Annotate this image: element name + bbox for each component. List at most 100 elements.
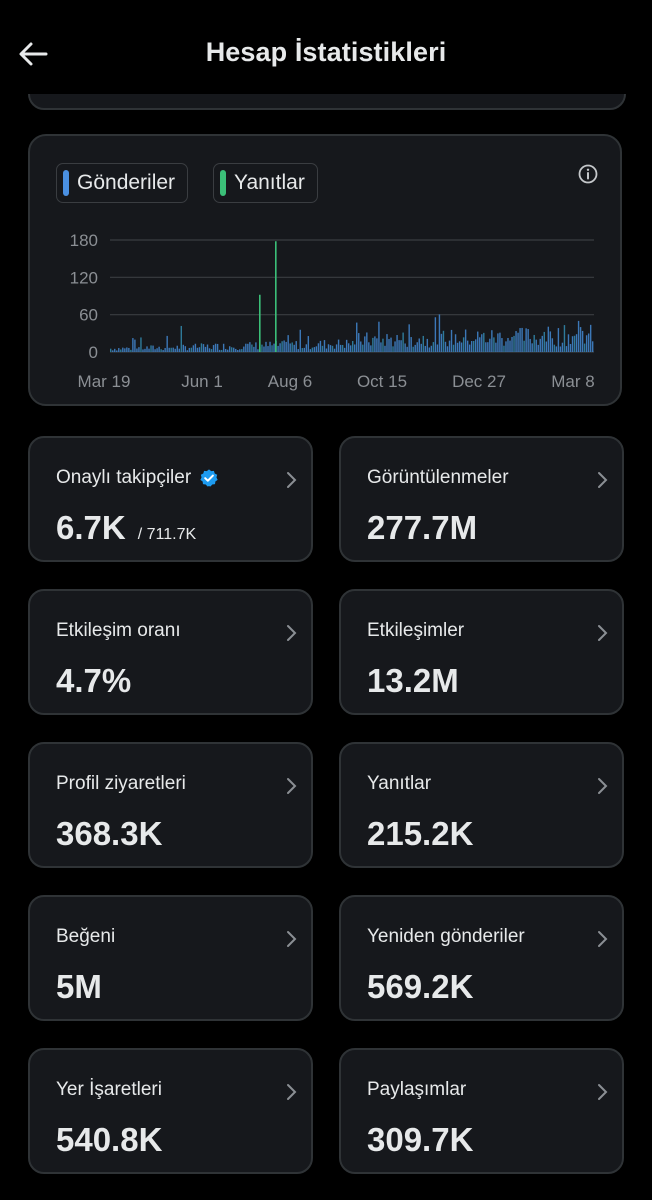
page-title: Hesap İstatistikleri	[205, 37, 447, 67]
posts-bar	[158, 346, 160, 352]
metric-value: 13.2M	[367, 662, 459, 699]
posts-bar	[277, 345, 279, 352]
posts-bar	[545, 341, 548, 352]
metric-card-likes[interactable]: Beğeni 5M	[28, 895, 313, 1021]
info-icon[interactable]	[576, 162, 600, 186]
posts-bar	[210, 349, 213, 352]
posts-bar	[134, 339, 136, 352]
metric-value: 277.7M	[367, 509, 478, 546]
posts-bar	[283, 340, 285, 352]
posts-bar	[152, 345, 154, 352]
posts-bar	[477, 331, 479, 352]
legend-replies[interactable]: Yanıtlar	[213, 163, 318, 203]
posts-bar	[114, 348, 116, 352]
posts-bar	[293, 344, 295, 352]
posts-bar	[495, 342, 497, 352]
metric-card-verified-followers[interactable]: Onaylı takipçiler 6.7K / 711.7K	[28, 436, 313, 562]
y-tick-label: 0	[89, 343, 98, 362]
posts-bar	[136, 348, 138, 352]
posts-bar	[352, 341, 354, 352]
posts-bar	[372, 337, 374, 352]
posts-bar	[132, 338, 134, 352]
posts-bar	[454, 334, 457, 352]
posts-bar	[491, 330, 493, 352]
metric-card-profile-visits[interactable]: Profil ziyaretleri 368.3K	[28, 742, 313, 868]
posts-bar	[519, 328, 521, 352]
posts-bar	[317, 343, 320, 352]
posts-bar	[235, 348, 237, 352]
metric-card-engagement-rate[interactable]: Etkileşim oranı 4.7%	[28, 589, 313, 715]
activity-chart-card: Gönderiler Yanıtlar 180 120 60 0 Mar 19 Jun 1…	[28, 134, 622, 406]
metric-card-replies[interactable]: Yanıtlar 215.2K	[339, 742, 624, 868]
posts-bar	[339, 344, 342, 352]
posts-bar	[481, 334, 483, 352]
posts-bar	[368, 342, 370, 352]
posts-bar	[112, 350, 114, 352]
metric-card-shares[interactable]: Paylaşımlar 309.7K	[339, 1048, 624, 1174]
posts-bar	[450, 329, 453, 352]
posts-bar	[565, 346, 568, 352]
posts-bar	[263, 346, 265, 352]
posts-bar	[162, 349, 164, 352]
legend-label-posts: Gönderiler	[77, 171, 176, 194]
posts-bar	[442, 330, 445, 352]
posts-bar	[561, 342, 564, 352]
posts-bar	[198, 347, 201, 352]
metric-card-bookmarks[interactable]: Yer İşaretleri 540.8K	[28, 1048, 313, 1174]
metric-label: Profil ziyaretleri	[56, 773, 186, 794]
posts-bar	[452, 344, 455, 352]
posts-bar	[168, 347, 170, 352]
posts-bar	[255, 342, 257, 352]
posts-bar	[212, 345, 215, 352]
posts-bar	[343, 347, 346, 352]
legend-swatch-posts	[63, 170, 69, 196]
posts-bar	[430, 345, 433, 352]
posts-bar	[539, 338, 541, 352]
posts-bar	[513, 335, 515, 352]
posts-bar	[475, 339, 477, 352]
chevron-right-icon	[287, 931, 297, 947]
posts-bar	[297, 349, 299, 352]
legend-posts[interactable]: Gönderiler	[56, 163, 189, 203]
posts-bar	[190, 347, 193, 352]
back-button[interactable]	[14, 36, 52, 72]
posts-bar	[124, 348, 126, 352]
metric-card-impressions[interactable]: Görüntülenmeler 277.7M	[339, 436, 624, 562]
back-arrow-icon	[19, 42, 48, 66]
posts-bar	[231, 347, 233, 352]
posts-bar	[267, 346, 269, 352]
posts-bar	[416, 342, 418, 352]
posts-bar	[164, 348, 166, 352]
metric-value: 215.2K	[367, 815, 474, 852]
posts-bar	[470, 341, 473, 352]
posts-bar	[376, 338, 378, 352]
posts-bar	[321, 345, 324, 352]
posts-bar	[436, 344, 439, 352]
metric-card-reposts[interactable]: Yeniden gönderiler 569.2K	[339, 895, 624, 1021]
posts-bar	[464, 329, 467, 352]
posts-bar	[243, 346, 245, 352]
posts-bar	[261, 344, 263, 352]
posts-bar	[249, 342, 251, 352]
posts-bar	[222, 343, 225, 352]
posts-bar	[172, 347, 174, 352]
posts-bar	[404, 343, 406, 352]
posts-bar	[176, 345, 178, 352]
posts-bar	[239, 349, 241, 352]
posts-bar	[412, 346, 414, 352]
posts-bar	[499, 332, 501, 352]
posts-bar	[585, 335, 588, 352]
metric-value: 5M	[56, 968, 102, 1005]
posts-bar	[547, 326, 550, 352]
posts-bar	[281, 341, 283, 352]
posts-bar	[138, 347, 140, 352]
posts-bar	[505, 341, 507, 352]
posts-bar	[553, 344, 556, 352]
posts-bar	[148, 348, 150, 352]
chevron-right-icon	[598, 472, 608, 488]
metric-card-engagements[interactable]: Etkileşimler 13.2M	[339, 589, 624, 715]
posts-bar	[118, 348, 120, 352]
posts-bar	[535, 339, 537, 352]
posts-bar	[533, 334, 535, 352]
posts-bar	[581, 330, 584, 352]
